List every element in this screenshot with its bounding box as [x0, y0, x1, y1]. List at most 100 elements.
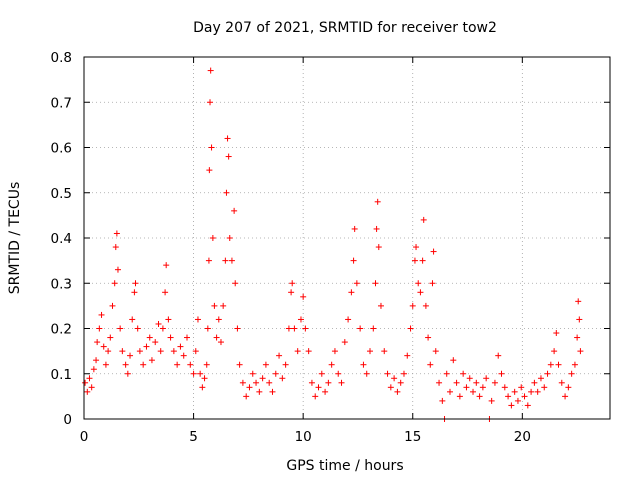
data-point	[537, 375, 544, 382]
data-points	[82, 67, 584, 422]
data-point	[450, 357, 457, 364]
data-point	[363, 370, 370, 377]
data-point	[341, 339, 348, 346]
data-point	[111, 280, 118, 287]
data-point	[335, 370, 342, 377]
data-point	[132, 280, 139, 287]
data-point	[411, 257, 418, 264]
data-point	[521, 393, 528, 400]
data-point	[213, 334, 220, 341]
data-point	[514, 397, 521, 404]
tick-layer: 0 0.1 0.2 0.3 0.4 0.5 0.6 0.7 0.8 0 5 10 15 20	[51, 50, 610, 445]
data-point	[157, 348, 164, 355]
data-point	[456, 393, 463, 400]
data-point	[422, 302, 429, 309]
data-point	[127, 352, 134, 359]
data-point	[374, 198, 381, 205]
data-point	[498, 370, 505, 377]
data-point	[231, 207, 238, 214]
data-point	[577, 348, 584, 355]
data-point	[98, 311, 105, 318]
data-point	[205, 257, 212, 264]
data-point	[373, 225, 380, 232]
data-point	[194, 316, 201, 323]
data-point	[174, 361, 181, 368]
data-point	[432, 348, 439, 355]
data-point	[140, 361, 147, 368]
data-point	[427, 361, 434, 368]
data-point	[201, 375, 208, 382]
data-point	[259, 375, 266, 382]
data-point	[152, 339, 159, 346]
data-point	[544, 370, 551, 377]
data-point	[407, 325, 414, 332]
data-point	[391, 375, 398, 382]
data-point	[447, 388, 454, 395]
data-point	[249, 370, 256, 377]
data-point	[413, 244, 420, 251]
data-point	[381, 348, 388, 355]
data-point	[225, 153, 232, 160]
y-tick-label: 0.4	[51, 231, 72, 247]
data-point	[370, 325, 377, 332]
data-point	[272, 370, 279, 377]
y-axis-label: SRMTID / TECUs	[7, 182, 23, 295]
data-point	[266, 379, 273, 386]
plot-frame	[83, 56, 611, 420]
data-point	[531, 379, 538, 386]
data-point	[357, 325, 364, 332]
data-point	[256, 388, 263, 395]
data-point	[322, 388, 329, 395]
data-point	[338, 379, 345, 386]
data-point	[508, 402, 515, 409]
data-point	[436, 379, 443, 386]
data-point	[109, 302, 116, 309]
data-point	[232, 280, 239, 287]
data-point	[88, 384, 95, 391]
data-point	[415, 280, 422, 287]
data-point	[93, 357, 100, 364]
data-point	[518, 384, 525, 391]
data-point	[119, 348, 126, 355]
data-point	[134, 325, 141, 332]
data-point	[297, 316, 304, 323]
data-point	[501, 384, 508, 391]
data-point	[224, 135, 231, 142]
data-point	[94, 339, 101, 346]
data-point	[208, 144, 215, 151]
data-point	[429, 280, 436, 287]
data-point	[165, 316, 172, 323]
data-point	[143, 343, 150, 350]
data-point	[476, 393, 483, 400]
data-point	[228, 257, 235, 264]
data-point	[204, 325, 211, 332]
data-point	[453, 379, 460, 386]
data-point	[430, 248, 437, 255]
data-point	[90, 366, 97, 373]
data-point	[483, 375, 490, 382]
data-point	[409, 302, 416, 309]
data-point	[574, 334, 581, 341]
data-point	[234, 325, 241, 332]
data-point	[180, 352, 187, 359]
data-point	[285, 325, 292, 332]
data-point	[294, 348, 301, 355]
data-point	[187, 361, 194, 368]
grid-layer	[84, 57, 610, 419]
data-point	[100, 343, 107, 350]
data-point	[300, 293, 307, 300]
data-point	[207, 99, 214, 106]
data-point	[102, 361, 109, 368]
x-tick-label: 20	[514, 429, 531, 445]
data-point	[207, 67, 214, 74]
data-point	[217, 339, 224, 346]
data-point	[148, 357, 155, 364]
data-point	[558, 379, 565, 386]
data-point	[262, 361, 269, 368]
data-point	[571, 361, 578, 368]
data-point	[282, 361, 289, 368]
data-point	[177, 343, 184, 350]
data-point	[288, 289, 295, 296]
y-tick-label: 0.6	[51, 141, 72, 157]
